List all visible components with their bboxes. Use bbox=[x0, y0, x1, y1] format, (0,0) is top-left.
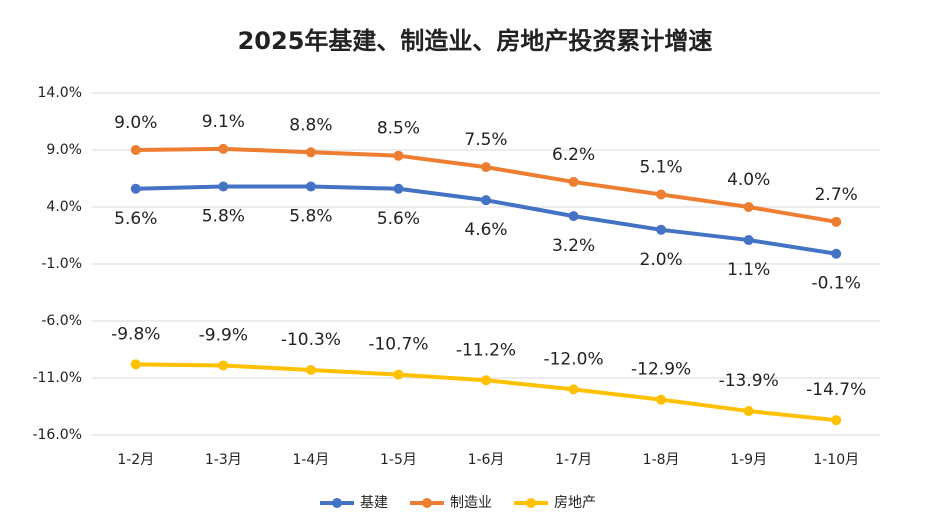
data-point bbox=[130, 145, 141, 155]
data-label: -9.8% bbox=[111, 324, 160, 344]
data-label: 4.0% bbox=[727, 170, 770, 190]
data-label: -9.9% bbox=[199, 325, 248, 345]
data-point bbox=[831, 415, 842, 426]
data-point bbox=[393, 150, 404, 161]
data-point bbox=[568, 211, 579, 222]
data-label: 5.6% bbox=[377, 209, 420, 229]
data-label: -10.7% bbox=[368, 335, 428, 355]
x-tick-label: 1-5月 bbox=[380, 452, 417, 468]
data-label: -14.7% bbox=[806, 380, 866, 400]
data-label: 9.0% bbox=[114, 113, 157, 133]
data-point bbox=[568, 384, 579, 395]
y-tick-label: -11.0% bbox=[32, 370, 82, 386]
data-label: 3.2% bbox=[552, 236, 595, 256]
data-label: -10.3% bbox=[281, 330, 341, 350]
data-label: 7.5% bbox=[464, 130, 507, 150]
x-tick-label: 1-6月 bbox=[468, 452, 505, 468]
data-label: -13.9% bbox=[719, 371, 779, 391]
data-point bbox=[218, 360, 229, 371]
data-point bbox=[393, 183, 404, 194]
data-point bbox=[130, 359, 141, 370]
y-tick-label: -16.0% bbox=[32, 427, 82, 443]
data-label: 2.7% bbox=[815, 185, 858, 205]
data-label: 8.8% bbox=[289, 115, 332, 135]
data-label: 8.5% bbox=[377, 119, 420, 139]
legend-label: 房地产 bbox=[554, 495, 596, 511]
y-tick-label: 4.0% bbox=[46, 199, 82, 215]
data-point bbox=[656, 224, 667, 235]
data-label: -11.2% bbox=[456, 340, 516, 360]
x-tick-label: 1-7月 bbox=[555, 452, 592, 468]
x-tick-label: 1-9月 bbox=[730, 452, 767, 468]
data-point bbox=[743, 406, 754, 417]
data-point bbox=[481, 375, 491, 386]
y-tick-label: 9.0% bbox=[46, 142, 82, 158]
data-point bbox=[305, 181, 316, 192]
data-label: 6.2% bbox=[552, 145, 595, 165]
data-label: 2.0% bbox=[640, 250, 683, 270]
data-point bbox=[568, 176, 579, 187]
x-tick-label: 1-10月 bbox=[813, 452, 859, 468]
data-label: 5.8% bbox=[289, 206, 332, 226]
data-label: 5.8% bbox=[202, 206, 245, 226]
data-point bbox=[743, 202, 754, 212]
data-label: -0.1% bbox=[812, 274, 861, 294]
legend-marker bbox=[332, 498, 342, 508]
data-point bbox=[218, 143, 229, 154]
data-label: 4.6% bbox=[464, 220, 507, 240]
data-label: 5.1% bbox=[640, 157, 683, 177]
y-tick-label: 14.0% bbox=[38, 85, 82, 101]
data-point bbox=[481, 195, 491, 206]
data-point bbox=[130, 183, 141, 194]
data-point bbox=[656, 189, 667, 200]
data-point bbox=[656, 394, 667, 405]
x-tick-label: 1-3月 bbox=[205, 452, 242, 468]
data-point bbox=[305, 147, 316, 158]
y-tick-label: -1.0% bbox=[41, 256, 82, 272]
data-label: 5.6% bbox=[114, 209, 157, 229]
data-point bbox=[218, 181, 229, 192]
x-tick-label: 1-4月 bbox=[292, 452, 329, 468]
data-point bbox=[831, 216, 842, 227]
data-label: -12.0% bbox=[543, 349, 603, 369]
data-point bbox=[481, 162, 491, 173]
data-label: -12.9% bbox=[631, 360, 691, 380]
y-tick-label: -6.0% bbox=[41, 313, 82, 329]
legend-label: 制造业 bbox=[450, 495, 492, 511]
data-label: 9.1% bbox=[202, 112, 245, 132]
x-tick-label: 1-8月 bbox=[643, 452, 680, 468]
data-point bbox=[393, 369, 404, 380]
chart-title: 2025年基建、制造业、房地产投资累计增速 bbox=[238, 27, 713, 55]
data-point bbox=[831, 248, 842, 259]
x-tick-label: 1-2月 bbox=[117, 452, 154, 468]
legend-marker bbox=[526, 498, 536, 508]
data-label: 1.1% bbox=[727, 260, 770, 280]
data-point bbox=[305, 365, 316, 376]
legend-marker bbox=[422, 498, 432, 508]
data-point bbox=[743, 235, 754, 246]
legend-label: 基建 bbox=[360, 494, 388, 511]
